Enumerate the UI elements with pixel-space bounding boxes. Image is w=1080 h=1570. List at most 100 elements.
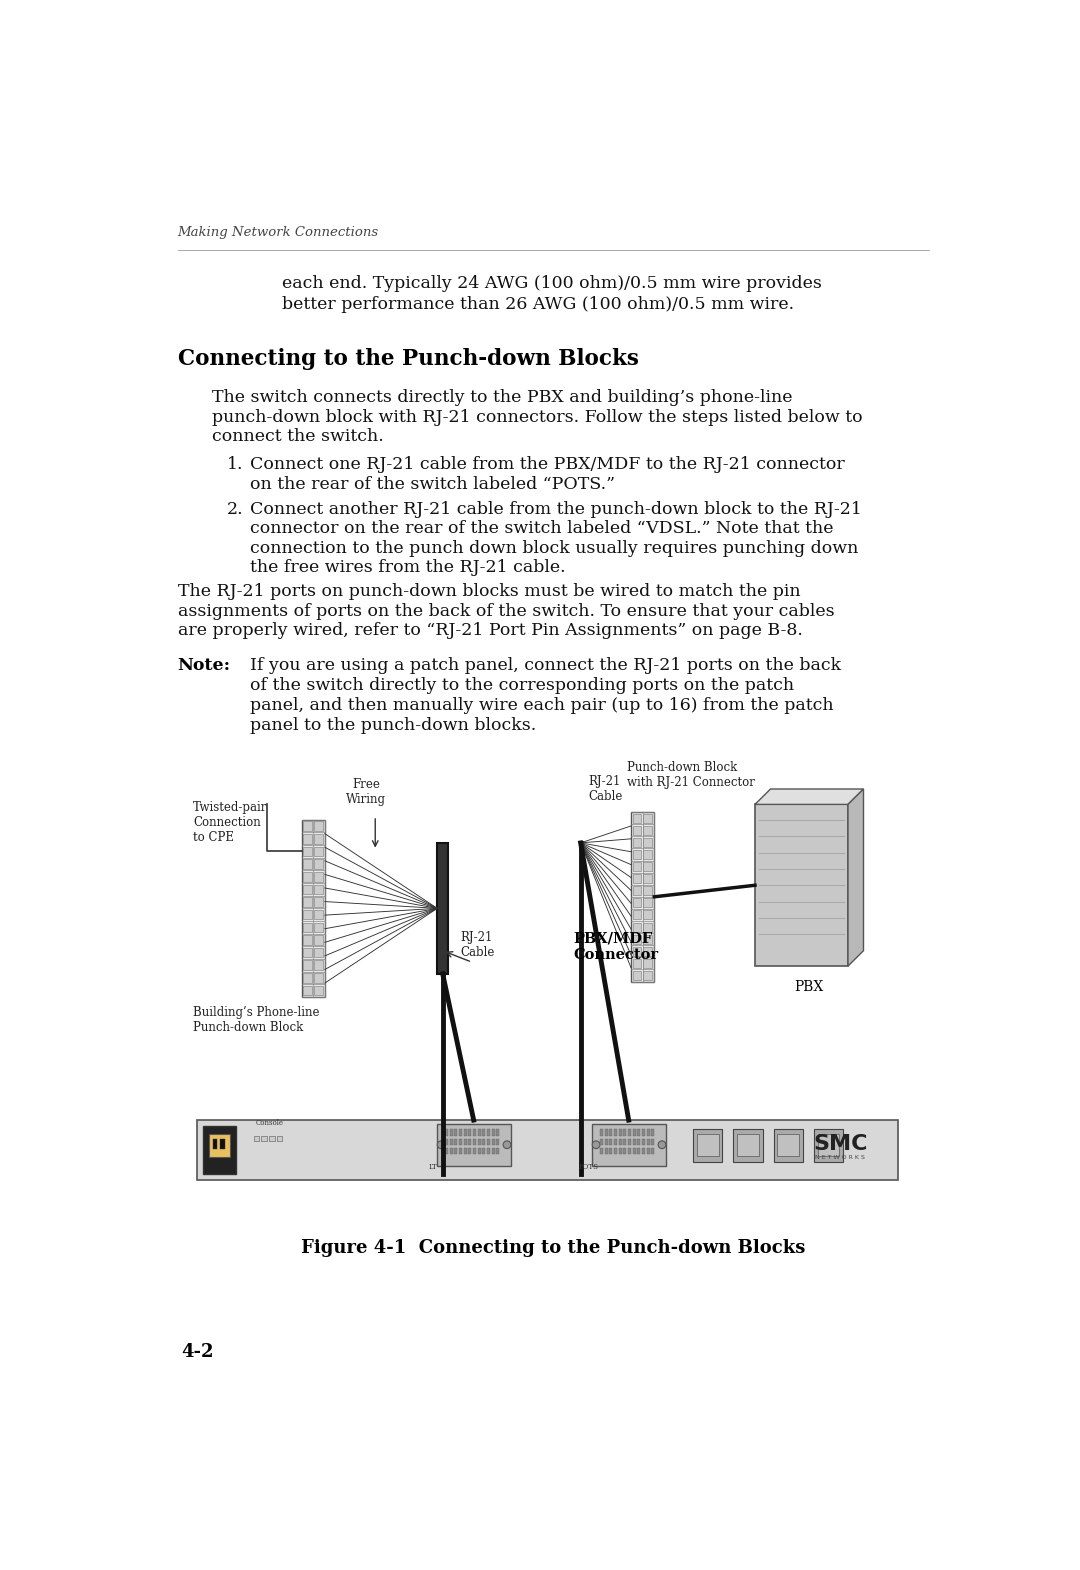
Bar: [818, 1134, 839, 1156]
Bar: [303, 986, 312, 995]
Text: Building’s Phone-line
Punch-down Block: Building’s Phone-line Punch-down Block: [193, 1006, 320, 1035]
Bar: [600, 1148, 603, 1154]
Bar: [477, 1129, 481, 1135]
Bar: [254, 1135, 259, 1141]
Bar: [613, 1138, 617, 1145]
Bar: [605, 1129, 608, 1135]
Text: each end. Typically 24 AWG (100 ohm)/0.5 mm wire provides: each end. Typically 24 AWG (100 ohm)/0.5…: [282, 275, 822, 292]
Polygon shape: [755, 790, 864, 804]
Bar: [609, 1148, 612, 1154]
Text: Figure 4-1  Connecting to the Punch-down Blocks: Figure 4-1 Connecting to the Punch-down …: [301, 1239, 806, 1258]
Bar: [482, 1138, 485, 1145]
Circle shape: [437, 1141, 445, 1149]
Text: connection to the punch down block usually requires punching down: connection to the punch down block usual…: [249, 540, 859, 557]
Bar: [633, 813, 642, 823]
Bar: [623, 1129, 626, 1135]
Bar: [303, 923, 312, 933]
Bar: [303, 884, 312, 895]
Circle shape: [658, 1141, 666, 1149]
Bar: [496, 1138, 499, 1145]
Bar: [627, 1138, 631, 1145]
Bar: [613, 1148, 617, 1154]
Bar: [631, 812, 654, 981]
Bar: [633, 959, 642, 967]
Bar: [276, 1135, 282, 1141]
Bar: [633, 885, 642, 895]
Bar: [693, 1129, 723, 1162]
Polygon shape: [848, 790, 864, 966]
Text: Connecting to the Punch-down Blocks: Connecting to the Punch-down Blocks: [177, 349, 638, 371]
Bar: [469, 1148, 471, 1154]
Bar: [314, 846, 323, 856]
Bar: [637, 1129, 640, 1135]
Text: panel to the punch-down blocks.: panel to the punch-down blocks.: [249, 717, 536, 733]
Bar: [213, 1138, 217, 1149]
Text: POTS: POTS: [579, 1163, 598, 1171]
Text: RJ-21
Cable: RJ-21 Cable: [589, 776, 623, 802]
Bar: [303, 834, 312, 843]
Text: LT: LT: [429, 1163, 437, 1171]
Bar: [644, 959, 652, 967]
Text: better performance than 26 AWG (100 ohm)/0.5 mm wire.: better performance than 26 AWG (100 ohm)…: [282, 295, 795, 312]
Text: the free wires from the RJ-21 cable.: the free wires from the RJ-21 cable.: [249, 559, 565, 576]
Bar: [197, 1119, 899, 1181]
Text: 1.: 1.: [227, 457, 243, 474]
Bar: [633, 838, 642, 846]
Bar: [609, 1138, 612, 1145]
Bar: [623, 1148, 626, 1154]
Bar: [642, 1138, 645, 1145]
Bar: [633, 874, 642, 884]
Bar: [487, 1148, 490, 1154]
Bar: [473, 1138, 476, 1145]
Text: N E T W O R K S: N E T W O R K S: [815, 1156, 865, 1160]
Text: The switch connects directly to the PBX and building’s phone-line: The switch connects directly to the PBX …: [213, 389, 793, 407]
Bar: [651, 1138, 654, 1145]
Bar: [605, 1138, 608, 1145]
Bar: [303, 859, 312, 868]
Bar: [633, 911, 642, 920]
Bar: [303, 936, 312, 945]
Text: on the rear of the switch labeled “POTS.”: on the rear of the switch labeled “POTS.…: [249, 476, 615, 493]
Text: punch-down block with RJ-21 connectors. Follow the steps listed below to: punch-down block with RJ-21 connectors. …: [213, 408, 863, 425]
Text: are properly wired, refer to “RJ-21 Port Pin Assignments” on page B-8.: are properly wired, refer to “RJ-21 Port…: [177, 622, 802, 639]
Bar: [644, 934, 652, 944]
Bar: [449, 1138, 453, 1145]
Bar: [482, 1148, 485, 1154]
Bar: [459, 1148, 462, 1154]
Bar: [469, 1129, 471, 1135]
Bar: [203, 1126, 235, 1174]
Bar: [303, 896, 312, 907]
Bar: [303, 911, 312, 920]
Bar: [477, 1148, 481, 1154]
Bar: [633, 849, 642, 859]
Bar: [482, 1129, 485, 1135]
Bar: [477, 1138, 481, 1145]
Bar: [220, 1138, 225, 1149]
Bar: [303, 973, 312, 983]
Bar: [778, 1134, 799, 1156]
Text: Punch-down Block
with RJ-21 Connector: Punch-down Block with RJ-21 Connector: [627, 761, 755, 790]
Bar: [644, 923, 652, 931]
Bar: [491, 1138, 495, 1145]
Text: SMC: SMC: [813, 1134, 867, 1154]
Bar: [473, 1129, 476, 1135]
Bar: [633, 1138, 636, 1145]
Bar: [644, 970, 652, 980]
Bar: [487, 1129, 490, 1135]
Bar: [592, 1124, 666, 1167]
Bar: [644, 849, 652, 859]
Bar: [314, 923, 323, 933]
Bar: [463, 1129, 467, 1135]
Bar: [644, 898, 652, 907]
Text: Connect one RJ-21 cable from the PBX/MDF to the RJ-21 connector: Connect one RJ-21 cable from the PBX/MDF…: [249, 457, 845, 474]
Bar: [633, 862, 642, 871]
Bar: [314, 948, 323, 958]
Bar: [627, 1148, 631, 1154]
Text: of the switch directly to the corresponding ports on the patch: of the switch directly to the correspond…: [249, 677, 794, 694]
Text: Free
Wiring: Free Wiring: [346, 779, 386, 805]
Bar: [303, 961, 312, 970]
Bar: [455, 1148, 458, 1154]
Bar: [697, 1134, 718, 1156]
Bar: [314, 896, 323, 907]
Bar: [437, 843, 448, 973]
